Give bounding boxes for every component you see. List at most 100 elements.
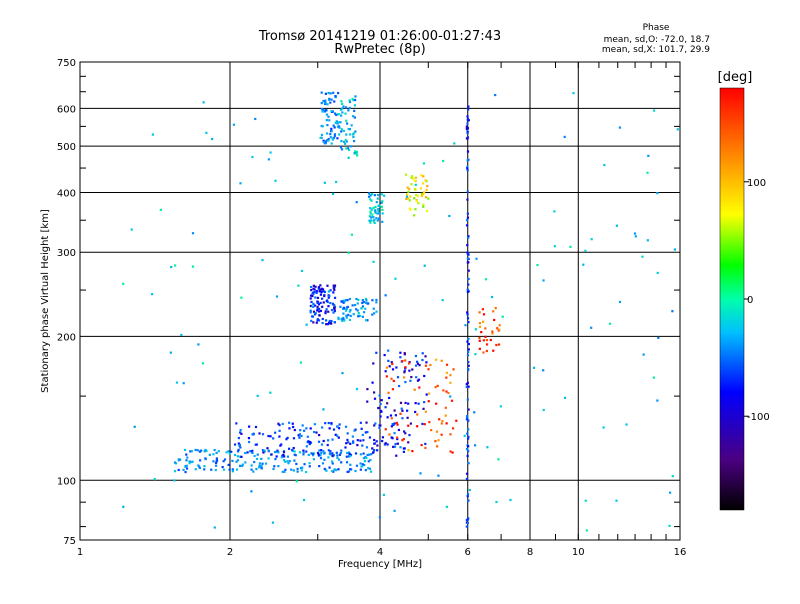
data-point: [375, 217, 378, 220]
data-point: [313, 290, 316, 294]
data-point: [374, 422, 377, 425]
data-point: [467, 119, 470, 122]
data-point: [217, 450, 220, 453]
data-point: [485, 339, 488, 342]
data-point: [467, 462, 470, 465]
data-point: [395, 454, 398, 457]
data-point: [328, 119, 331, 122]
data-point: [277, 422, 280, 425]
data-point: [329, 301, 332, 305]
data-point: [371, 447, 374, 450]
data-point: [215, 457, 218, 460]
data-point: [400, 407, 403, 410]
data-point: [235, 468, 239, 471]
data-point: [372, 391, 376, 394]
data-point: [341, 319, 344, 322]
data-point: [376, 444, 379, 447]
x-tick-label: 6: [465, 547, 471, 558]
data-point: [339, 121, 342, 124]
data-point: [294, 454, 297, 457]
data-point: [467, 236, 470, 239]
data-point: [322, 109, 325, 112]
data-point: [267, 434, 270, 438]
data-point: [378, 394, 381, 397]
data-point: [409, 208, 412, 211]
data-point: [421, 422, 424, 426]
data-point: [185, 464, 188, 467]
data-point: [404, 401, 407, 405]
data-point: [404, 366, 407, 369]
data-point: [317, 307, 321, 311]
data-point: [301, 466, 304, 469]
data-point: [222, 460, 225, 463]
data-point: [356, 444, 359, 447]
data-point: [370, 208, 373, 211]
data-point: [334, 95, 337, 98]
data-point: [335, 451, 338, 454]
data-point: [344, 446, 347, 449]
data-point: [185, 467, 189, 470]
data-point: [418, 386, 421, 389]
data-point: [465, 224, 469, 227]
data-point: [327, 305, 330, 308]
data-point: [421, 352, 424, 355]
data-point: [362, 452, 365, 455]
data-point: [324, 92, 327, 95]
data-point: [386, 402, 389, 405]
data-point: [332, 311, 335, 314]
data-point: [191, 232, 195, 235]
data-point: [406, 186, 409, 189]
data-point: [244, 451, 247, 455]
data-point: [318, 433, 321, 437]
data-point: [317, 286, 320, 289]
data-point: [347, 455, 351, 458]
data-point: [422, 205, 425, 208]
data-point: [386, 416, 389, 419]
data-point: [182, 468, 185, 471]
data-point: [323, 294, 326, 297]
data-point: [175, 381, 179, 384]
data-point: [465, 218, 469, 222]
data-point: [316, 318, 319, 321]
data-point: [326, 323, 330, 326]
data-point: [385, 366, 389, 369]
data-point: [201, 362, 205, 365]
data-point: [319, 457, 323, 460]
data-point: [319, 288, 322, 291]
data-point: [249, 450, 252, 453]
data-point: [204, 448, 207, 452]
data-point: [498, 324, 501, 327]
data-point: [377, 209, 380, 212]
data-point: [205, 131, 208, 134]
data-point: [652, 376, 655, 379]
data-point: [360, 307, 363, 310]
data-point: [359, 468, 362, 471]
data-point: [231, 459, 234, 462]
data-point: [351, 97, 354, 101]
data-point: [122, 505, 125, 508]
data-point: [320, 287, 323, 290]
data-point: [203, 468, 206, 471]
data-point: [333, 112, 337, 115]
colorbar-tick-label: 0: [747, 295, 753, 306]
data-point: [634, 235, 637, 238]
data-point: [324, 422, 327, 425]
data-point: [401, 417, 404, 420]
data-point: [405, 197, 408, 200]
data-point: [296, 467, 299, 471]
data-point: [467, 350, 470, 354]
data-point: [353, 98, 357, 102]
data-point: [274, 179, 277, 182]
data-point: [482, 351, 485, 354]
data-point: [292, 425, 295, 429]
data-point: [333, 306, 336, 310]
data-point: [656, 192, 659, 195]
data-point: [323, 181, 326, 184]
data-point: [465, 125, 468, 128]
data-point: [317, 303, 321, 306]
data-point: [467, 450, 470, 453]
stats-heading: Phase: [643, 23, 670, 33]
data-point: [467, 428, 470, 431]
data-point: [244, 461, 247, 464]
data-point: [349, 145, 353, 148]
